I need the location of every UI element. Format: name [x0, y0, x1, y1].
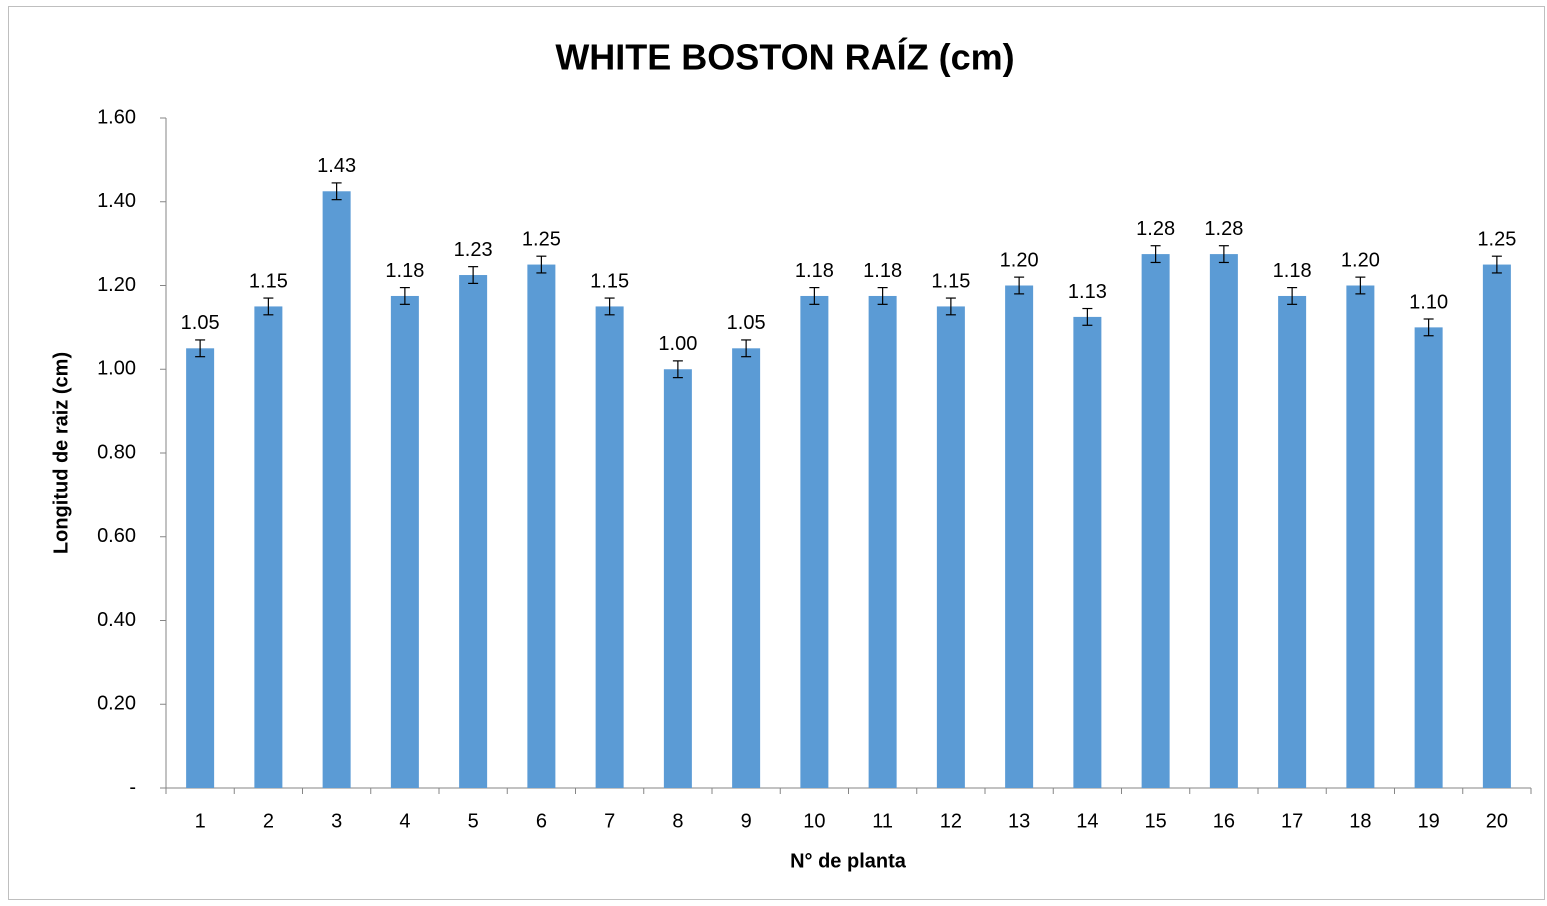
y-tick-label: 0.80	[97, 441, 136, 463]
data-label: 1.15	[590, 270, 629, 292]
x-tick-label: 8	[672, 810, 683, 832]
x-tick-label: 11	[872, 810, 893, 832]
x-tick-label: 15	[1145, 810, 1167, 832]
x-tick-label: 7	[604, 810, 615, 832]
data-label: 1.23	[454, 239, 493, 261]
x-tick-label: 10	[803, 810, 825, 832]
data-label: 1.15	[931, 270, 970, 292]
bar	[1346, 285, 1375, 788]
data-label: 1.25	[522, 228, 561, 250]
data-label: 1.18	[1273, 260, 1312, 282]
data-label: 1.05	[727, 312, 766, 334]
data-label: 1.43	[317, 155, 356, 177]
bar	[527, 264, 556, 788]
y-tick-label: 0.60	[97, 525, 136, 547]
bar	[1141, 254, 1170, 788]
x-tick-label: 5	[468, 810, 479, 832]
data-label: 1.28	[1204, 218, 1243, 240]
x-tick-label: 18	[1349, 810, 1371, 832]
x-tick-label: 20	[1486, 810, 1508, 832]
bar	[800, 295, 829, 788]
data-label: 1.20	[1341, 249, 1380, 271]
bar	[1073, 316, 1102, 788]
x-tick-label: 16	[1213, 810, 1235, 832]
y-tick-label: 1.40	[97, 190, 136, 212]
x-tick-label: 4	[399, 810, 410, 832]
data-label: 1.28	[1136, 218, 1175, 240]
y-tick-label: 0.20	[97, 693, 136, 715]
bar	[868, 295, 897, 788]
bar	[459, 275, 488, 788]
x-tick-label: 6	[536, 810, 547, 832]
bar	[663, 369, 692, 788]
bar	[1278, 295, 1307, 788]
bar	[1005, 285, 1034, 788]
data-label: 1.18	[863, 260, 902, 282]
data-label: 1.25	[1477, 228, 1516, 250]
y-axis-title: Longitud de raiz (cm)	[50, 352, 72, 554]
x-tick-label: 2	[263, 810, 274, 832]
data-label: 1.00	[658, 333, 697, 355]
x-tick-label: 12	[940, 810, 962, 832]
y-tick-label: 1.60	[97, 106, 136, 128]
bar	[322, 191, 351, 788]
data-label: 1.13	[1068, 281, 1107, 303]
y-tick-label: 1.00	[97, 358, 136, 380]
data-label: 1.05	[181, 312, 220, 334]
y-tick-label: -	[129, 776, 136, 798]
y-tick-label: 0.40	[97, 609, 136, 631]
x-tick-label: 19	[1418, 810, 1440, 832]
bar	[1414, 327, 1443, 788]
bar	[390, 295, 419, 788]
data-label: 1.18	[795, 260, 834, 282]
y-tick-label: 1.20	[97, 274, 136, 296]
bar	[1209, 254, 1238, 788]
bar	[732, 348, 761, 788]
bar	[186, 348, 215, 788]
chart-title: WHITE BOSTON RAÍZ (cm)	[555, 37, 1014, 78]
x-tick-label: 9	[741, 810, 752, 832]
x-tick-label: 1	[195, 810, 206, 832]
data-label: 1.15	[249, 270, 288, 292]
data-label: 1.18	[385, 260, 424, 282]
bar	[936, 306, 965, 788]
data-label: 1.20	[1000, 249, 1039, 271]
chart-border	[8, 6, 1545, 900]
data-label: 1.10	[1409, 291, 1448, 313]
x-axis-title: N° de planta	[790, 850, 907, 872]
bar	[1482, 264, 1511, 788]
x-tick-label: 17	[1281, 810, 1303, 832]
x-tick-label: 13	[1008, 810, 1030, 832]
x-tick-label: 3	[331, 810, 342, 832]
bar	[254, 306, 283, 788]
x-tick-label: 14	[1076, 810, 1098, 832]
bar	[595, 306, 624, 788]
